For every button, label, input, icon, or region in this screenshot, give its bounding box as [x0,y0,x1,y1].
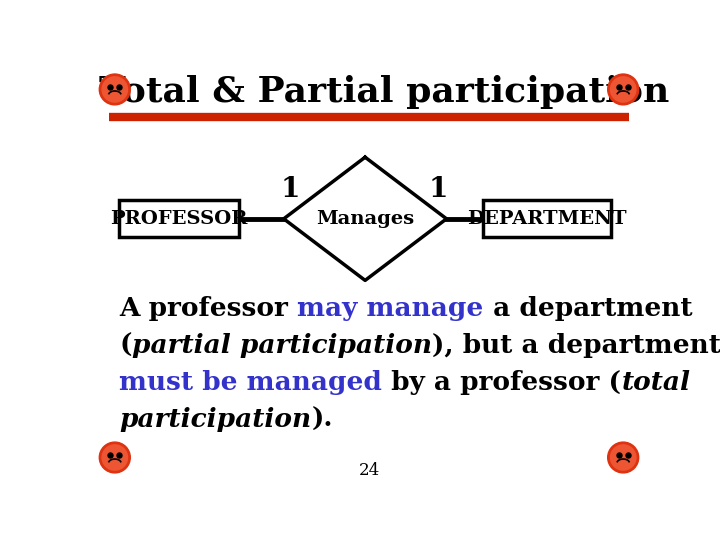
Text: DEPARTMENT: DEPARTMENT [467,210,627,228]
Text: ).: ). [312,407,333,431]
Text: total: total [621,370,690,395]
Circle shape [102,445,127,470]
Circle shape [99,74,130,105]
Text: a department: a department [484,296,693,321]
Text: partial participation: partial participation [132,333,432,358]
Text: A professor: A professor [120,296,297,321]
Circle shape [608,442,639,473]
Text: must be managed: must be managed [120,370,382,395]
Circle shape [102,77,127,102]
Text: 1: 1 [280,176,300,203]
Circle shape [611,445,636,470]
Text: may manage: may manage [297,296,484,321]
Text: 24: 24 [359,462,379,479]
Text: 1: 1 [429,176,449,203]
Text: ), but a department: ), but a department [432,333,720,358]
Text: participation: participation [120,407,312,431]
Text: PROFESSOR: PROFESSOR [110,210,248,228]
Text: (: ( [120,333,132,358]
Circle shape [99,442,130,473]
Circle shape [611,77,636,102]
Bar [483,200,611,237]
Text: Manages: Manages [316,210,414,228]
Polygon shape [284,157,446,280]
Text: by a professor (: by a professor ( [382,370,621,395]
Bar [119,200,239,237]
Circle shape [608,74,639,105]
Text: Total & Partial participation: Total & Partial participation [99,75,670,109]
